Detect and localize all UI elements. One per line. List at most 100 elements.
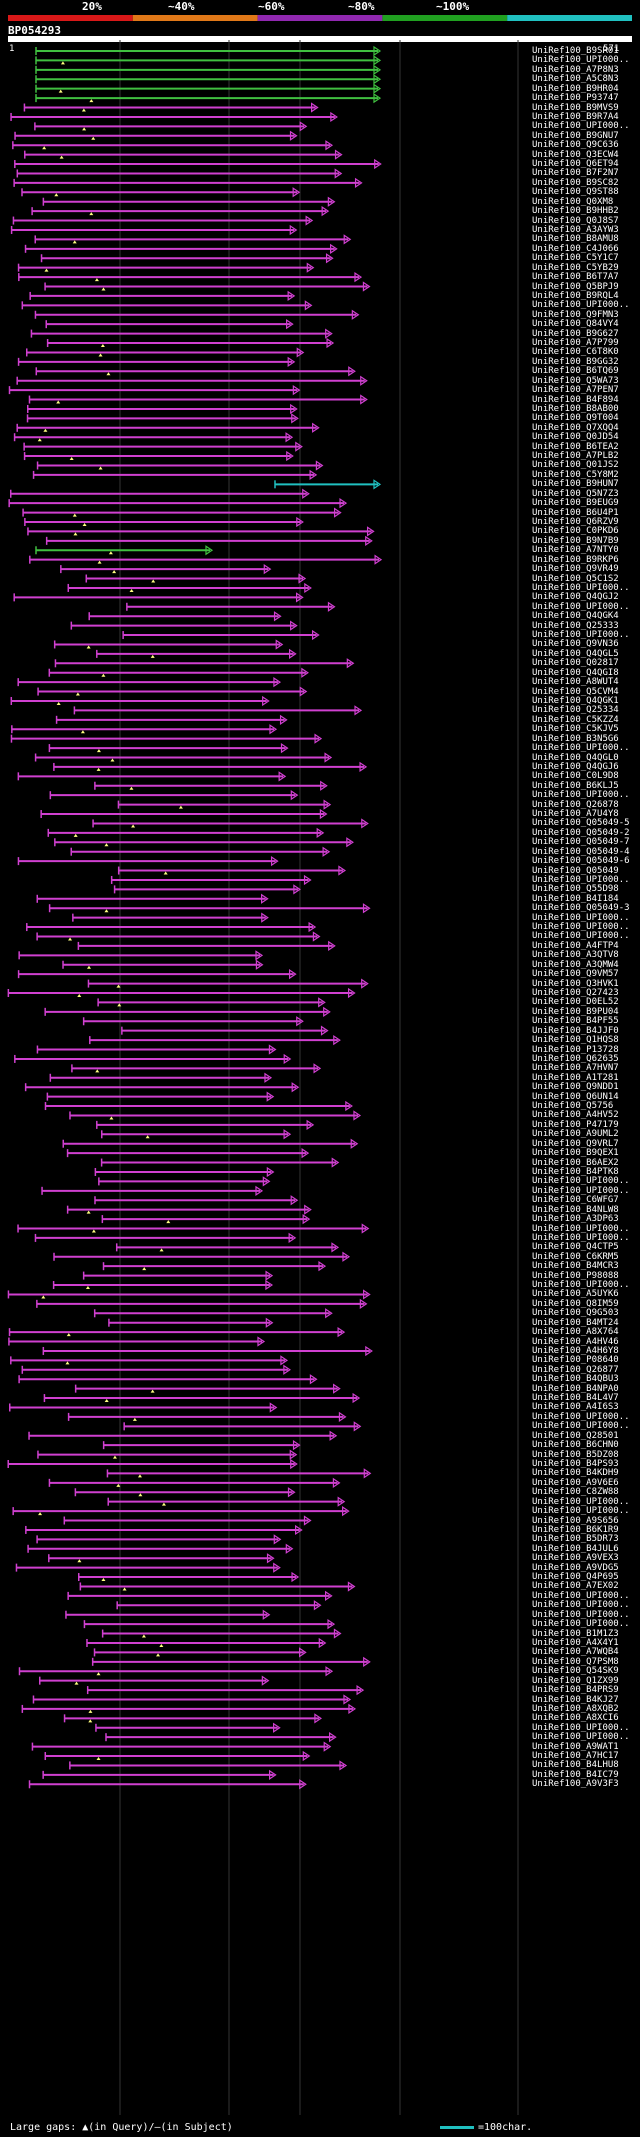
hit-label[interactable]: UniRef100_B6U4P1 <box>532 507 619 518</box>
hit-label[interactable]: UniRef100_C0PKD6 <box>532 526 619 537</box>
hit-label[interactable]: UniRef100_B4NPA0 <box>532 1383 619 1394</box>
hit-label[interactable]: UniRef100_B4F894 <box>532 394 619 405</box>
hit-label[interactable]: UniRef100_A7WQB4 <box>532 1647 619 1658</box>
hit-label[interactable]: UniRef100_Q0XM8 <box>532 196 614 207</box>
hit-label[interactable]: UniRef100_A4X4Y1 <box>532 1637 619 1648</box>
hit-label[interactable]: UniRef100_B9SR01 <box>532 46 619 56</box>
hit-label[interactable]: UniRef100_Q9T004 <box>532 413 619 424</box>
hit-label[interactable]: UniRef100_Q3HVK1 <box>532 978 619 989</box>
hit-label[interactable]: UniRef100_B4PTK8 <box>532 1166 619 1177</box>
hit-label[interactable]: UniRef100_C5Y1C7 <box>532 253 619 264</box>
hit-label[interactable]: UniRef100_Q9VN36 <box>532 639 619 650</box>
hit-label[interactable]: UniRef100_UPI000.. <box>532 1496 630 1507</box>
hit-label[interactable]: UniRef100_B4IC79 <box>532 1769 619 1780</box>
hit-label[interactable]: UniRef100_B9SC82 <box>532 177 619 188</box>
hit-label[interactable]: UniRef100_A3AYW3 <box>532 224 619 235</box>
hit-label[interactable]: UniRef100_B9QEX1 <box>532 1148 619 1159</box>
hit-label[interactable]: UniRef100_A7P8N3 <box>532 64 619 75</box>
hit-label[interactable]: UniRef100_C5Y8M2 <box>532 469 619 480</box>
hit-label[interactable]: UniRef100_UPI000.. <box>532 931 630 942</box>
hit-label[interactable]: UniRef100_Q5WA73 <box>532 375 619 386</box>
hit-label[interactable]: UniRef100_A9VDG5 <box>532 1562 619 1573</box>
hit-label[interactable]: UniRef100_Q4QGJ2 <box>532 592 619 603</box>
hit-label[interactable]: UniRef100_UPI000.. <box>532 790 630 801</box>
hit-label[interactable]: UniRef100_A7EX02 <box>532 1581 619 1592</box>
hit-label[interactable]: UniRef100_Q5BPJ9 <box>532 281 619 292</box>
hit-label[interactable]: UniRef100_Q02817 <box>532 658 619 669</box>
hit-label[interactable]: UniRef100_UPI000.. <box>532 912 630 923</box>
hit-label[interactable]: UniRef100_Q4QGJ6 <box>532 761 619 772</box>
hit-label[interactable]: UniRef100_D0EL52 <box>532 997 619 1008</box>
hit-label[interactable]: UniRef100_B9HHB2 <box>532 206 619 217</box>
hit-label[interactable]: UniRef100_C0L9D8 <box>532 771 619 782</box>
hit-label[interactable]: UniRef100_Q62635 <box>532 1053 619 1064</box>
hit-label[interactable]: UniRef100_Q5756 <box>532 1101 614 1112</box>
hit-label[interactable]: UniRef100_Q26877 <box>532 1364 619 1375</box>
hit-label[interactable]: UniRef100_B9GG32 <box>532 356 619 367</box>
hit-label[interactable]: UniRef100_Q4QGK1 <box>532 695 619 706</box>
hit-label[interactable]: UniRef100_Q05049-4 <box>532 846 630 857</box>
hit-label[interactable]: UniRef100_A7HVN7 <box>532 1063 619 1074</box>
hit-label[interactable]: UniRef100_Q6ET94 <box>532 159 619 170</box>
hit-label[interactable]: UniRef100_UPI000.. <box>532 743 630 754</box>
hit-label[interactable]: UniRef100_Q9VM57 <box>532 969 619 980</box>
hit-label[interactable]: UniRef100_B4JUL6 <box>532 1543 619 1554</box>
hit-label[interactable]: UniRef100_B4PS93 <box>532 1459 619 1469</box>
hit-label[interactable]: UniRef100_Q01JS2 <box>532 460 619 471</box>
hit-label[interactable]: UniRef100_UPI000.. <box>532 582 630 593</box>
hit-label[interactable]: UniRef100_UPI000.. <box>532 1280 630 1291</box>
hit-label[interactable]: UniRef100_Q4QGI8 <box>532 667 619 678</box>
hit-label[interactable]: UniRef100_C5YB29 <box>532 262 619 273</box>
hit-label[interactable]: UniRef100_B6T7A7 <box>532 272 619 283</box>
hit-label[interactable]: UniRef100_P98088 <box>532 1270 619 1281</box>
hit-label[interactable]: UniRef100_Q0J8S7 <box>532 215 619 226</box>
hit-label[interactable]: UniRef100_Q9G503 <box>532 1308 619 1319</box>
hit-label[interactable]: UniRef100_B4LHU8 <box>532 1760 619 1771</box>
hit-label[interactable]: UniRef100_Q4QGL5 <box>532 648 619 659</box>
hit-label[interactable]: UniRef100_A4I6S3 <box>532 1402 619 1413</box>
hit-label[interactable]: UniRef100_UPI000.. <box>532 1619 630 1630</box>
hit-label[interactable]: UniRef100_UPI000.. <box>532 1506 630 1517</box>
hit-label[interactable]: UniRef100_Q05049-2 <box>532 827 630 838</box>
hit-label[interactable]: UniRef100_Q55D98 <box>532 884 619 895</box>
hit-label[interactable]: UniRef100_A9VEX3 <box>532 1553 619 1564</box>
hit-label[interactable]: UniRef100_Q6UN14 <box>532 1091 619 1102</box>
hit-label[interactable]: UniRef100_A9UML2 <box>532 1129 619 1140</box>
hit-label[interactable]: UniRef100_UPI000.. <box>532 1223 630 1234</box>
hit-label[interactable]: UniRef100_Q25334 <box>532 705 619 716</box>
hit-label[interactable]: UniRef100_Q9VR49 <box>532 564 619 575</box>
hit-label[interactable]: UniRef100_Q8IM59 <box>532 1298 619 1309</box>
hit-label[interactable]: UniRef100_Q5CVM4 <box>532 686 619 697</box>
hit-label[interactable]: UniRef100_Q0JD54 <box>532 432 619 443</box>
hit-label[interactable]: UniRef100_A9V3F3 <box>532 1779 619 1790</box>
hit-label[interactable]: UniRef100_Q05049-6 <box>532 856 630 867</box>
hit-label[interactable]: UniRef100_C8ZW88 <box>532 1487 619 1498</box>
hit-label[interactable]: UniRef100_A9S656 <box>532 1515 619 1526</box>
hit-label[interactable]: UniRef100_B6TQ69 <box>532 366 619 377</box>
hit-label[interactable]: UniRef100_C4J066 <box>532 243 619 254</box>
hit-label[interactable]: UniRef100_UPI000.. <box>532 1185 630 1196</box>
hit-label[interactable]: UniRef100_UPI000.. <box>532 1411 630 1422</box>
hit-label[interactable]: UniRef100_Q27423 <box>532 988 619 998</box>
hit-label[interactable]: UniRef100_A9WAT1 <box>532 1741 619 1752</box>
hit-label[interactable]: UniRef100_A4FTP4 <box>532 940 619 951</box>
hit-label[interactable]: UniRef100_C5KZZ4 <box>532 714 619 725</box>
hit-label[interactable]: UniRef100_Q9VRL7 <box>532 1138 619 1149</box>
hit-label[interactable]: UniRef100_B9RQL4 <box>532 290 619 301</box>
hit-label[interactable]: UniRef100_B4JJF0 <box>532 1025 619 1036</box>
hit-label[interactable]: UniRef100_Q7PSM8 <box>532 1656 619 1667</box>
hit-label[interactable]: UniRef100_Q25333 <box>532 620 619 631</box>
hit-label[interactable]: UniRef100_B9MVS9 <box>532 102 619 113</box>
hit-label[interactable]: UniRef100_A8WUT4 <box>532 677 619 688</box>
hit-label[interactable]: UniRef100_Q4CTP5 <box>532 1242 619 1253</box>
hit-label[interactable]: UniRef100_UPI000.. <box>532 874 630 885</box>
hit-label[interactable]: UniRef100_A8XCI6 <box>532 1713 619 1724</box>
hit-label[interactable]: UniRef100_Q3ECW4 <box>532 149 619 160</box>
hit-label[interactable]: UniRef100_UPI000.. <box>532 55 630 66</box>
hit-label[interactable]: UniRef100_Q54SK9 <box>532 1666 619 1677</box>
hit-label[interactable]: UniRef100_C6KRM5 <box>532 1251 619 1262</box>
hit-label[interactable]: UniRef100_Q5C1S2 <box>532 573 619 584</box>
hit-label[interactable]: UniRef100_Q9NDD1 <box>532 1082 619 1093</box>
hit-label[interactable]: UniRef100_C6T8K0 <box>532 347 619 358</box>
hit-label[interactable]: UniRef100_A8X764 <box>532 1327 619 1338</box>
